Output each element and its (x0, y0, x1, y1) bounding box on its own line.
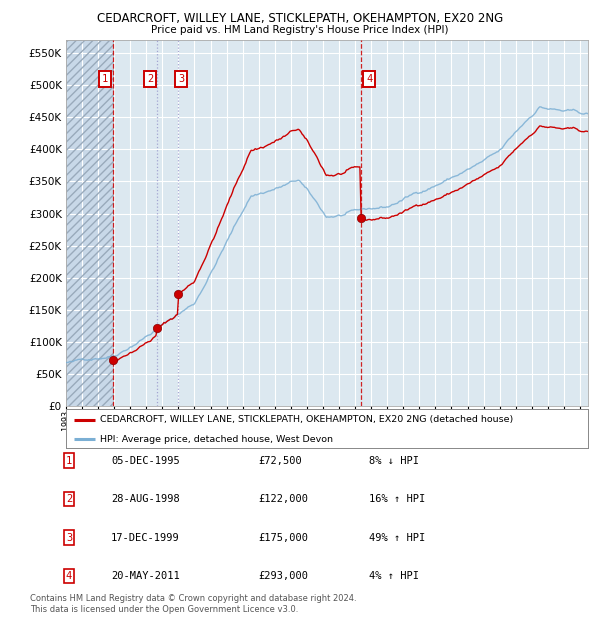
Text: 49% ↑ HPI: 49% ↑ HPI (369, 533, 425, 542)
Text: £293,000: £293,000 (258, 571, 308, 581)
Text: 4% ↑ HPI: 4% ↑ HPI (369, 571, 419, 581)
Bar (66, 40, 113, 406)
Text: £175,000: £175,000 (258, 533, 308, 542)
Text: 28-AUG-1998: 28-AUG-1998 (111, 494, 180, 504)
Text: Price paid vs. HM Land Registry's House Price Index (HPI): Price paid vs. HM Land Registry's House … (151, 25, 449, 35)
Text: 8% ↓ HPI: 8% ↓ HPI (369, 456, 419, 466)
Text: CEDARCROFT, WILLEY LANE, STICKLEPATH, OKEHAMPTON, EX20 2NG (detached house): CEDARCROFT, WILLEY LANE, STICKLEPATH, OK… (100, 415, 513, 424)
Text: 17-DEC-1999: 17-DEC-1999 (111, 533, 180, 542)
Text: 1: 1 (66, 456, 72, 466)
Text: £122,000: £122,000 (258, 494, 308, 504)
Text: 4: 4 (366, 74, 373, 84)
Text: Contains HM Land Registry data © Crown copyright and database right 2024.: Contains HM Land Registry data © Crown c… (30, 593, 356, 603)
Text: 1: 1 (102, 74, 108, 84)
Text: HPI: Average price, detached house, West Devon: HPI: Average price, detached house, West… (100, 435, 333, 444)
Text: £72,500: £72,500 (258, 456, 302, 466)
Bar (66, 40, 113, 406)
Text: 05-DEC-1995: 05-DEC-1995 (111, 456, 180, 466)
Text: 2: 2 (66, 494, 72, 504)
Text: 4: 4 (66, 571, 72, 581)
Text: This data is licensed under the Open Government Licence v3.0.: This data is licensed under the Open Gov… (30, 604, 298, 614)
Text: CEDARCROFT, WILLEY LANE, STICKLEPATH, OKEHAMPTON, EX20 2NG: CEDARCROFT, WILLEY LANE, STICKLEPATH, OK… (97, 12, 503, 25)
Text: 2: 2 (147, 74, 154, 84)
Text: 3: 3 (178, 74, 184, 84)
Text: 20-MAY-2011: 20-MAY-2011 (111, 571, 180, 581)
Text: 16% ↑ HPI: 16% ↑ HPI (369, 494, 425, 504)
Text: 3: 3 (66, 533, 72, 542)
